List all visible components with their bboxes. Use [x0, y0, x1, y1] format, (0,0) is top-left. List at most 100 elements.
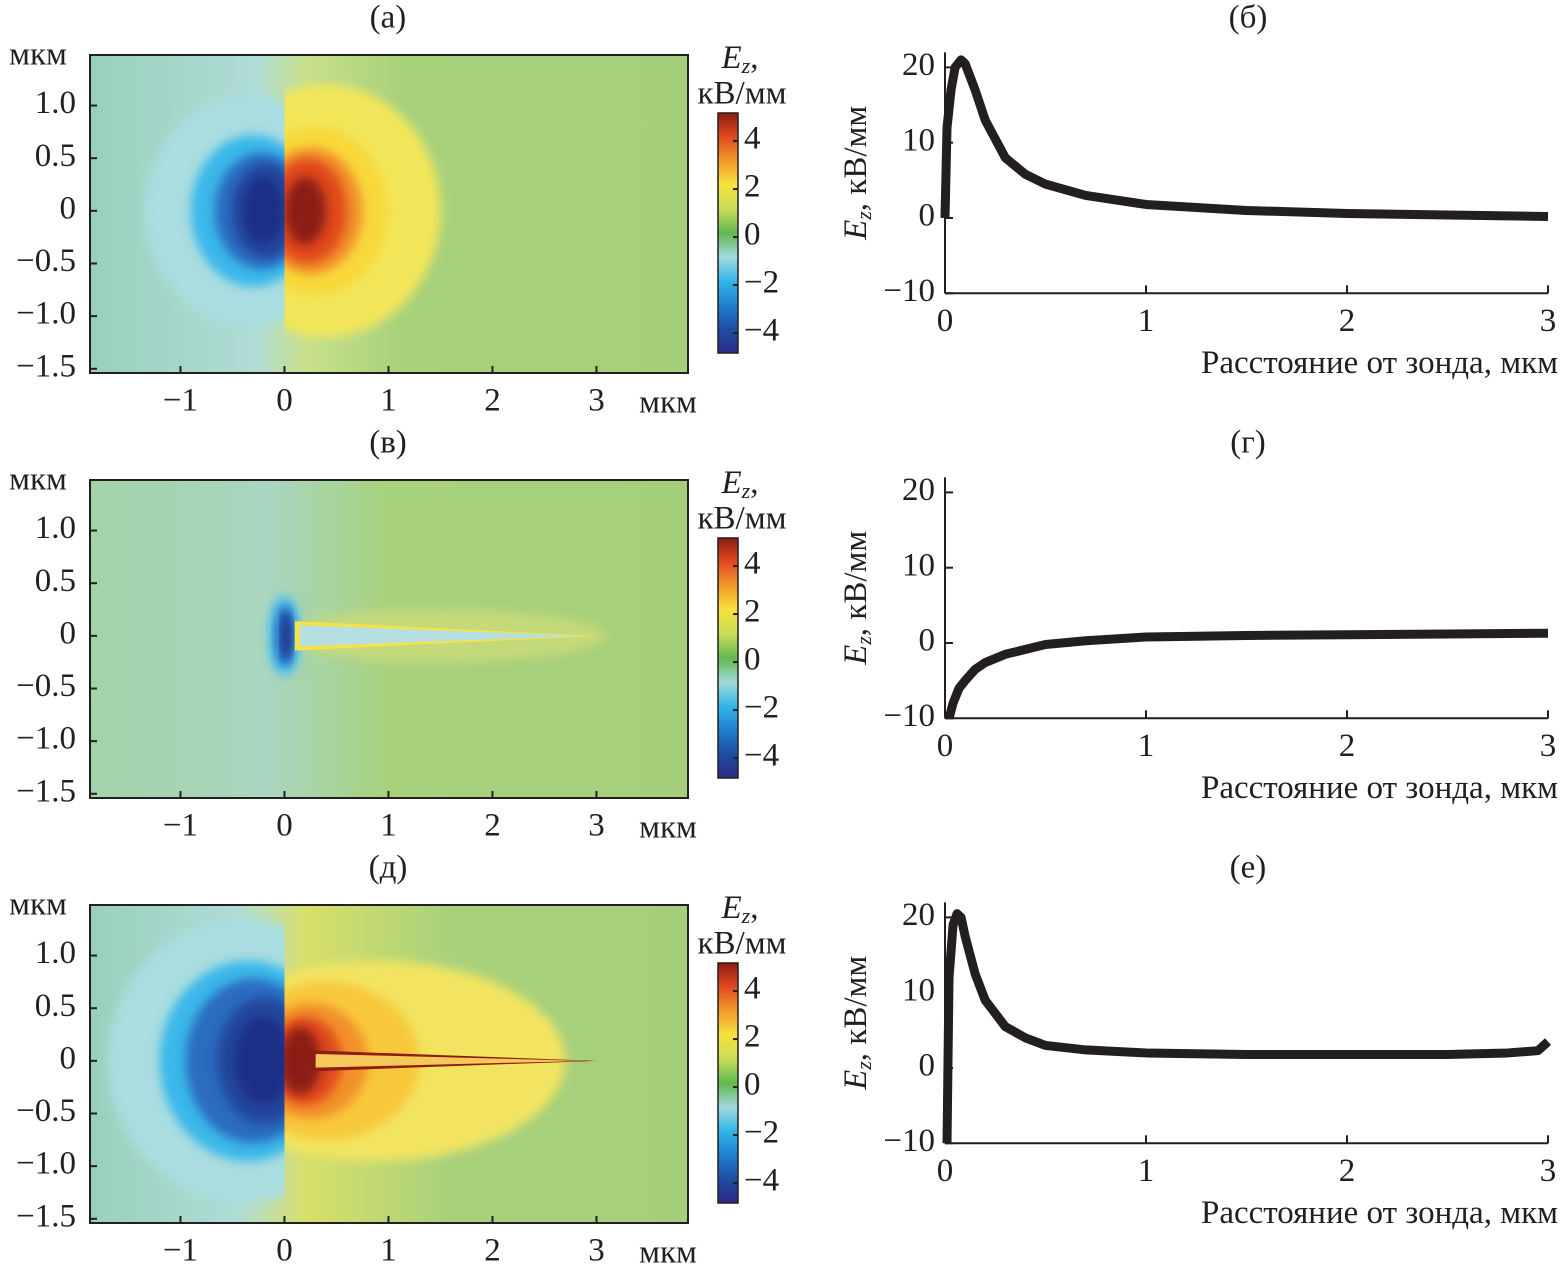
probe-wedge: [315, 1053, 587, 1068]
colorbar-subscript: z: [741, 903, 751, 928]
field-lobe: [281, 610, 292, 662]
colorbar-subscript: z: [741, 53, 751, 78]
y-label-rest: , кВ/мм: [838, 956, 874, 1062]
colorbar-title: Ez,: [721, 890, 759, 928]
y-tick-label: −0.5: [16, 1093, 76, 1129]
y-unit: мкм: [9, 887, 67, 923]
x-tick-label: 2: [484, 383, 501, 419]
y-tick-label: −1.0: [16, 296, 76, 332]
y-tick-label: 20: [902, 897, 935, 933]
field-lobe-right: [284, 84, 441, 338]
colorbar-tick-label: 2: [744, 169, 761, 205]
y-unit: мкм: [9, 462, 67, 498]
colorbar-punct: ,: [750, 890, 758, 926]
heatmap-panel: (в) −1 0 1 2 3 мкм 1.0 0.5 0 −0.5 −1.0 −1.5 мкм 4 2 0 −2 −…: [9, 425, 787, 846]
y-label-symbol: E: [838, 1070, 874, 1091]
y-axis-label: Ez, кВ/мм: [838, 106, 876, 241]
colorbar-tick-label: 4: [744, 121, 761, 157]
colorbar-subscript: z: [741, 478, 751, 503]
y-axis-label: Ez, кВ/мм: [838, 531, 876, 666]
heatmap-panel: (д) −1 0 1 2 3 мкм 1.0 0.5 0 −0.5 −1.0 −1.5 мкм 4 2 0 −2 −…: [9, 850, 787, 1271]
y-label-rest: , кВ/мм: [838, 531, 874, 637]
x-axis-label: Расстояние от зонда, мкм: [1201, 1195, 1558, 1231]
x-tick-label: 2: [484, 808, 501, 844]
colorbar-tick-label: −2: [744, 690, 779, 726]
x-tick-label: 3: [1540, 303, 1557, 339]
colorbar-punct: ,: [750, 465, 758, 501]
y-tick-label: −0.5: [16, 243, 76, 279]
field-lobe: [284, 177, 327, 245]
x-tick-label: 1: [380, 1233, 397, 1269]
y-label-subscript: z: [851, 211, 876, 221]
x-axis-label: Расстояние от зонда, мкм: [1201, 345, 1558, 381]
y-tick-label: 1.0: [35, 85, 76, 121]
x-tick-label: 0: [276, 808, 293, 844]
probe-wedge: [300, 625, 587, 647]
field-lobe: [242, 177, 285, 245]
field-lobe: [234, 1016, 285, 1106]
field-lobe-left: [107, 918, 285, 1203]
x-tick-label: 0: [276, 1233, 293, 1269]
x-tick-label: −1: [163, 383, 198, 419]
y-label-symbol: E: [838, 220, 874, 241]
colorbar-tick-label: 0: [744, 1067, 761, 1103]
colorbar-tick-label: 0: [744, 642, 761, 678]
field-map: [90, 480, 688, 798]
y-tick-label: −1.0: [16, 721, 76, 757]
colorbar-unit: кВ/мм: [698, 926, 787, 962]
colorbar-symbol: E: [721, 465, 742, 501]
data-line: [942, 909, 1552, 1144]
colorbar: [717, 537, 739, 779]
x-tick-label: 1: [1138, 1153, 1155, 1189]
y-tick-label: 10: [902, 122, 935, 158]
y-tick-label: 0.5: [35, 138, 76, 174]
x-unit: мкм: [639, 810, 697, 846]
y-label-rest: , кВ/мм: [838, 106, 874, 212]
colorbar-tick-label: 4: [744, 971, 761, 1007]
colorbar-unit: кВ/мм: [698, 76, 787, 112]
colorbar-symbol: E: [721, 890, 742, 926]
x-tick-label: 2: [1339, 303, 1356, 339]
panel-title: (г): [1230, 425, 1266, 461]
y-tick-label: 0.5: [35, 988, 76, 1024]
y-tick-label: 0: [919, 623, 936, 659]
data-line: [940, 55, 1549, 221]
x-tick-label: 1: [1138, 728, 1155, 764]
x-tick-label: 2: [1339, 1153, 1356, 1189]
colorbar-tick-label: −4: [744, 1163, 779, 1199]
colorbar-unit: кВ/мм: [698, 501, 787, 537]
x-tick-label: 0: [937, 1153, 954, 1189]
x-tick-label: 1: [1138, 303, 1155, 339]
data-line: [944, 628, 1549, 720]
y-axis-label: Ez, кВ/мм: [838, 956, 876, 1091]
colorbar: [717, 112, 739, 354]
panel-title: (е): [1230, 850, 1267, 886]
y-label-subscript: z: [851, 1061, 876, 1071]
field-map: [90, 55, 688, 373]
y-label-subscript: z: [851, 636, 876, 646]
y-label-symbol: E: [838, 645, 874, 666]
y-tick-label: −10: [883, 698, 935, 734]
x-unit: мкм: [639, 385, 697, 421]
y-tick-label: −1.5: [16, 773, 76, 809]
panel-title: (в): [369, 425, 407, 461]
y-tick-label: −1.5: [16, 1198, 76, 1234]
y-tick-label: 20: [902, 472, 935, 508]
colorbar-tick-label: 2: [744, 1019, 761, 1055]
y-tick-label: 10: [902, 547, 935, 583]
y-tick-label: −10: [883, 1123, 935, 1159]
x-tick-label: 3: [588, 1233, 605, 1269]
panel-title: (д): [369, 850, 408, 886]
x-tick-label: 3: [588, 383, 605, 419]
colorbar-tick-label: 4: [744, 546, 761, 582]
heatmap-panel: (а) −1 0 1 2 3 мкм 1.0 0.5 0 −0.5 −1.0 −1.5 мкм 4 2 0 −2 −…: [9, 0, 787, 421]
y-tick-label: −1.0: [16, 1146, 76, 1182]
x-tick-label: 3: [1540, 728, 1557, 764]
y-tick-label: 0: [60, 1040, 77, 1076]
y-tick-label: −0.5: [16, 668, 76, 704]
x-tick-label: 1: [380, 383, 397, 419]
y-tick-label: 0: [60, 190, 77, 226]
panel-title: (а): [370, 0, 407, 36]
